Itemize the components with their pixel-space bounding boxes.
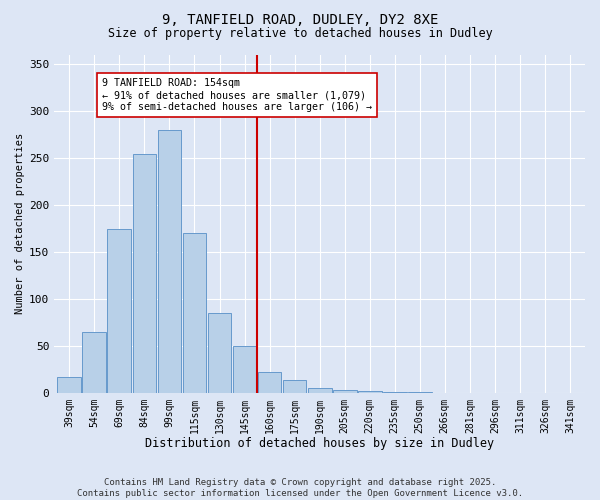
Bar	[233, 346, 256, 393]
Bar	[208, 313, 232, 392]
Bar	[182, 233, 206, 392]
Bar	[158, 130, 181, 392]
Bar	[82, 332, 106, 392]
Bar	[107, 228, 131, 392]
Text: Contains HM Land Registry data © Crown copyright and database right 2025.
Contai: Contains HM Land Registry data © Crown c…	[77, 478, 523, 498]
Bar	[58, 377, 81, 392]
Text: 9, TANFIELD ROAD, DUDLEY, DY2 8XE: 9, TANFIELD ROAD, DUDLEY, DY2 8XE	[162, 12, 438, 26]
Y-axis label: Number of detached properties: Number of detached properties	[15, 133, 25, 314]
Bar	[133, 154, 156, 392]
X-axis label: Distribution of detached houses by size in Dudley: Distribution of detached houses by size …	[145, 437, 494, 450]
Bar	[283, 380, 307, 392]
Bar	[333, 390, 356, 392]
Bar	[257, 372, 281, 392]
Bar	[308, 388, 332, 392]
Text: Size of property relative to detached houses in Dudley: Size of property relative to detached ho…	[107, 28, 493, 40]
Bar	[358, 391, 382, 392]
Text: 9 TANFIELD ROAD: 154sqm
← 91% of detached houses are smaller (1,079)
9% of semi-: 9 TANFIELD ROAD: 154sqm ← 91% of detache…	[102, 78, 372, 112]
